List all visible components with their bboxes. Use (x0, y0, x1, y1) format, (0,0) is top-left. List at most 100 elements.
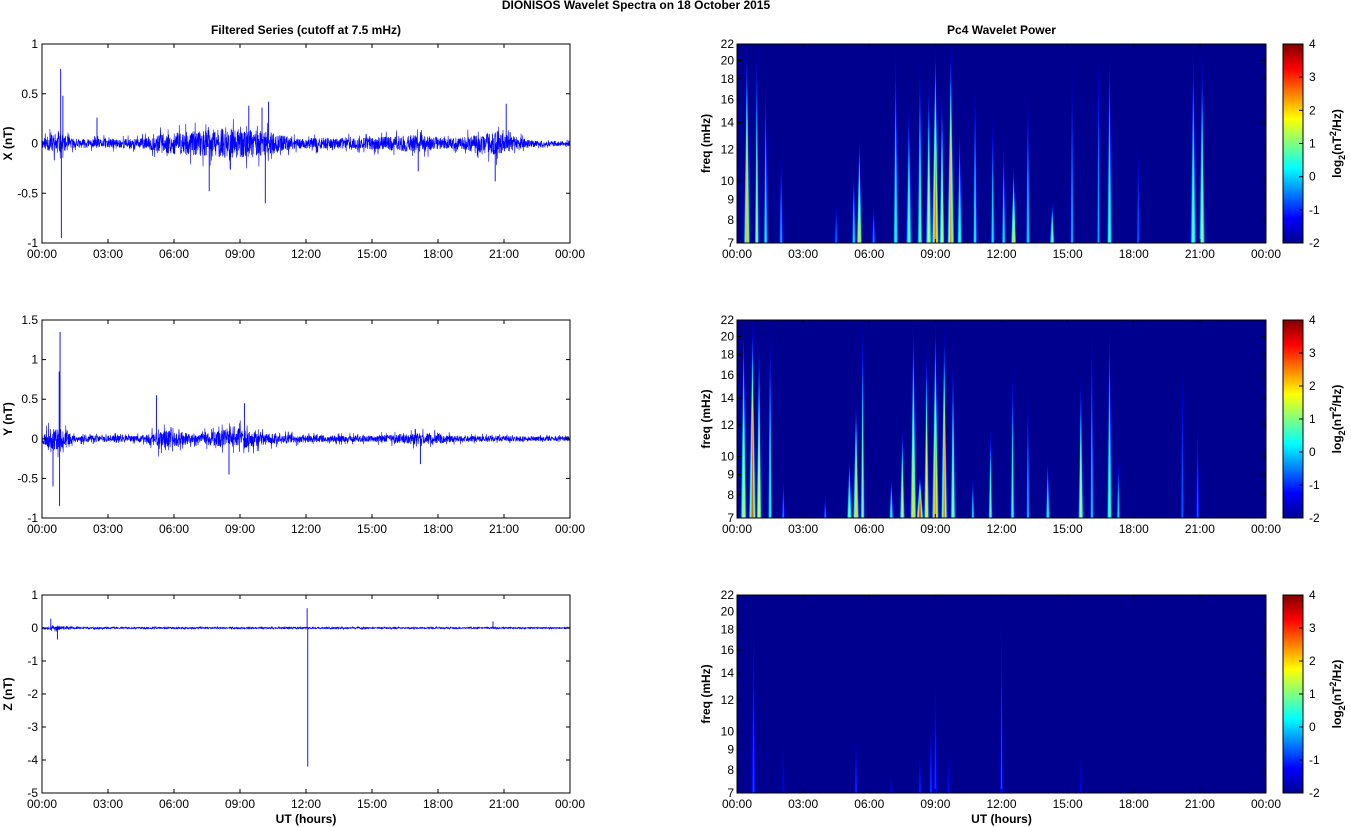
colorbar-tick-label: -1 (1309, 753, 1320, 767)
x-tick-label: 00:00 (555, 247, 585, 261)
x-tick-label: 18:00 (423, 247, 453, 261)
burst-mark (763, 69, 769, 244)
y-tick-label: 9 (727, 743, 734, 757)
colorbar-tick-label: -2 (1309, 236, 1320, 250)
colorbar-tick-label: -1 (1309, 203, 1320, 217)
burst-mark (1198, 52, 1206, 244)
y-tick-label: 0.5 (21, 87, 38, 101)
x-series-panel: 1 0.5 0 -0.5 -1 X (nT) 00:00 03:00 06:00 09:00 12:… (1, 23, 585, 261)
burst-mark (946, 749, 951, 793)
x-tick-label: 00:00 (27, 522, 57, 536)
burst-mark (851, 164, 857, 243)
x-tick-label: 00:00 (722, 247, 752, 261)
y-tick-label: 7 (727, 236, 734, 250)
x-tick-label: 03:00 (93, 247, 123, 261)
x-tick-label: 09:00 (920, 797, 950, 811)
x-tick-label: 00:00 (555, 522, 585, 536)
burst-mark (970, 474, 975, 518)
colorbar-tick-label: 1 (1309, 137, 1316, 151)
burst-mark (1000, 595, 1003, 793)
y-tick-label: 18 (721, 72, 735, 86)
series-trace (41, 420, 571, 458)
burst-mark (892, 44, 899, 243)
y-tick-label: 16 (721, 92, 735, 106)
burst-mark (854, 731, 858, 793)
y-tick-label: -3 (27, 720, 38, 734)
y-tick-label: -1 (27, 236, 38, 250)
x-tick-label: 21:00 (1185, 797, 1215, 811)
colorbar-tick-label: 1 (1309, 412, 1316, 426)
burst-mark (1077, 375, 1084, 518)
y-axis-label: Y (nT) (1, 402, 15, 436)
x-tick-label: 00:00 (27, 247, 57, 261)
y-tick-label: -5 (27, 786, 38, 800)
x-tick-label: 12:00 (291, 247, 321, 261)
y-tick-label: 10 (721, 449, 735, 463)
y-tick-label: 1 (31, 37, 38, 51)
burst-mark (946, 44, 955, 243)
x-tick-label: 12:00 (986, 522, 1016, 536)
y-tick-label: 0 (31, 137, 38, 151)
burst-mark (899, 424, 906, 518)
x-tick-label: 00:00 (1251, 797, 1281, 811)
y-axis-label: freq (mHz) (699, 389, 713, 448)
burst-mark (846, 456, 853, 518)
x-tick-label: 15:00 (1053, 247, 1083, 261)
burst-mark (751, 603, 756, 793)
x-tick-label: 00:00 (1251, 522, 1281, 536)
y-tick-label: -2 (27, 687, 38, 701)
burst-mark (939, 88, 945, 244)
burst-mark (1106, 320, 1113, 518)
burst-mark (767, 320, 773, 518)
y-tick-label: 20 (721, 329, 735, 343)
colorbar-tick-label: 2 (1309, 103, 1316, 117)
burst-mark (860, 320, 866, 518)
y-tick-label: 12 (721, 693, 735, 707)
spectrum-background (737, 44, 1266, 243)
x-axis-label: UT (hours) (971, 812, 1032, 826)
burst-mark (932, 673, 938, 793)
y-tick-label: 14 (721, 666, 735, 680)
colorbar-tick-label: -2 (1309, 511, 1320, 525)
burst-mark (916, 474, 924, 518)
burst-mark (988, 424, 993, 518)
y-tick-label: 22 (721, 37, 735, 51)
x-tick-label: 09:00 (225, 247, 255, 261)
y-tick-label: 1 (31, 588, 38, 602)
y-tick-label: 10 (721, 174, 735, 188)
x-tick-label: 09:00 (225, 797, 255, 811)
burst-mark (909, 320, 917, 518)
burst-mark (756, 336, 762, 518)
x-tick-label: 18:00 (1119, 247, 1149, 261)
y-axis-label: X (nT) (1, 127, 15, 161)
colorbar-tick-label: 4 (1309, 588, 1316, 602)
colorbar-tick-label: 3 (1309, 346, 1316, 360)
x-tick-label: 03:00 (93, 522, 123, 536)
x-tick-label: 00:00 (1251, 247, 1281, 261)
y-tick-label: 8 (727, 213, 734, 227)
series-trace (41, 624, 571, 632)
y-tick-label: 14 (721, 391, 735, 405)
y-tick-label: 0 (31, 621, 38, 635)
colorbar-tick-label: 1 (1309, 687, 1316, 701)
x-tick-label: 21:00 (1185, 522, 1215, 536)
burst-mark (1049, 199, 1056, 243)
burst-mark (743, 44, 751, 243)
x-tick-label: 18:00 (423, 522, 453, 536)
burst-mark (931, 320, 940, 518)
colorbar-label: log2(nT2/Hz) (1328, 660, 1347, 729)
y-tick-label: 18 (721, 348, 735, 362)
y-tick-label: 9 (727, 468, 734, 482)
x-tick-label: 06:00 (854, 522, 884, 536)
x-tick-label: 09:00 (920, 247, 950, 261)
y-tick-label: 20 (721, 604, 735, 618)
y-tick-label: 1.5 (21, 313, 38, 327)
y-tick-label: 12 (721, 418, 735, 432)
x-tick-label: 00:00 (722, 522, 752, 536)
x-tick-label: 15:00 (1053, 522, 1083, 536)
y-tick-label: 12 (721, 142, 735, 156)
burst-mark (918, 749, 922, 793)
x-tick-label: 15:00 (1053, 797, 1083, 811)
